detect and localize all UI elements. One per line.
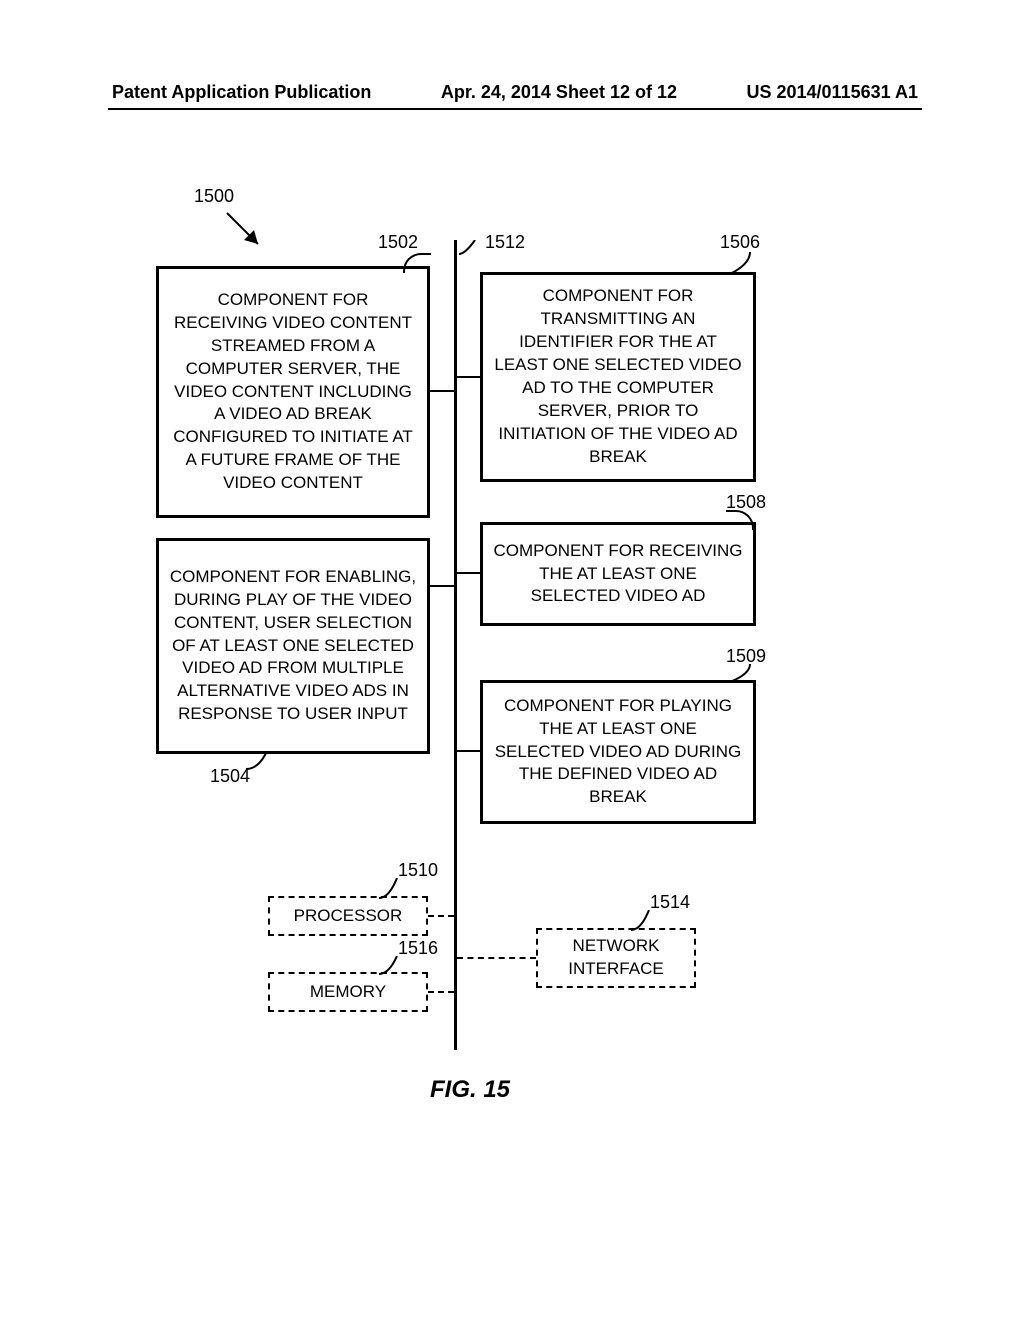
box-memory: MEMORY — [268, 972, 428, 1012]
arrow-1500 — [222, 208, 272, 258]
box-1502: COMPONENT FOR RECEIVING VIDEO CONTENT ST… — [156, 266, 430, 518]
box-network: NETWORK INTERFACE — [536, 928, 696, 988]
leader-1506 — [730, 252, 758, 276]
box-1509: COMPONENT FOR PLAYING THE AT LEAST ONE S… — [480, 680, 756, 824]
ref-1510: 1510 — [398, 860, 438, 881]
leader-1509 — [730, 664, 758, 684]
ref-1500: 1500 — [194, 186, 234, 207]
box-1508-text: COMPONENT FOR RECEIVING THE AT LEAST ONE… — [493, 540, 743, 609]
header-right: US 2014/0115631 A1 — [747, 82, 918, 103]
ref-1514: 1514 — [650, 892, 690, 913]
page-header: Patent Application Publication Apr. 24, … — [0, 82, 1024, 103]
leader-1510 — [379, 878, 403, 900]
box-1504: COMPONENT FOR ENABLING, DURING PLAY OF T… — [156, 538, 430, 754]
header-center: Apr. 24, 2014 Sheet 12 of 12 — [441, 82, 677, 103]
box-1509-text: COMPONENT FOR PLAYING THE AT LEAST ONE S… — [493, 695, 743, 810]
box-1506-text: COMPONENT FOR TRANSMITTING AN IDENTIFIER… — [493, 285, 743, 469]
box-memory-text: MEMORY — [310, 981, 386, 1004]
box-network-text: NETWORK INTERFACE — [548, 935, 684, 981]
box-processor-text: PROCESSOR — [294, 905, 403, 928]
conn-1509-spine — [457, 750, 480, 752]
box-1504-text: COMPONENT FOR ENABLING, DURING PLAY OF T… — [169, 566, 417, 727]
figure-diagram: 1500 COMPONENT FOR RECEIVING VIDEO CONTE… — [150, 190, 890, 1060]
leader-1516 — [379, 956, 403, 976]
leader-1512 — [459, 240, 485, 256]
conn-1502-spine — [430, 390, 454, 392]
leader-1502 — [403, 253, 431, 273]
ref-1502: 1502 — [378, 232, 418, 253]
box-1508: COMPONENT FOR RECEIVING THE AT LEAST ONE… — [480, 522, 756, 626]
header-left: Patent Application Publication — [112, 82, 371, 103]
leader-1508 — [726, 510, 754, 530]
box-1502-text: COMPONENT FOR RECEIVING VIDEO CONTENT ST… — [169, 289, 417, 495]
leader-1504 — [246, 753, 276, 771]
conn-1504-spine — [430, 585, 454, 587]
conn-1508-spine — [457, 572, 480, 574]
figure-label: FIG. 15 — [430, 1076, 510, 1104]
box-1506: COMPONENT FOR TRANSMITTING AN IDENTIFIER… — [480, 272, 756, 482]
box-processor: PROCESSOR — [268, 896, 428, 936]
ref-1504: 1504 — [210, 766, 250, 787]
conn-network-spine — [457, 957, 536, 959]
central-spine — [454, 240, 457, 1050]
conn-memory-spine — [428, 991, 454, 993]
ref-1516: 1516 — [398, 938, 438, 959]
conn-1506-spine — [457, 376, 480, 378]
header-rule — [108, 108, 922, 110]
conn-processor-spine — [428, 915, 454, 917]
ref-1512: 1512 — [485, 232, 525, 253]
ref-1506: 1506 — [720, 232, 760, 253]
leader-1514 — [631, 910, 655, 932]
